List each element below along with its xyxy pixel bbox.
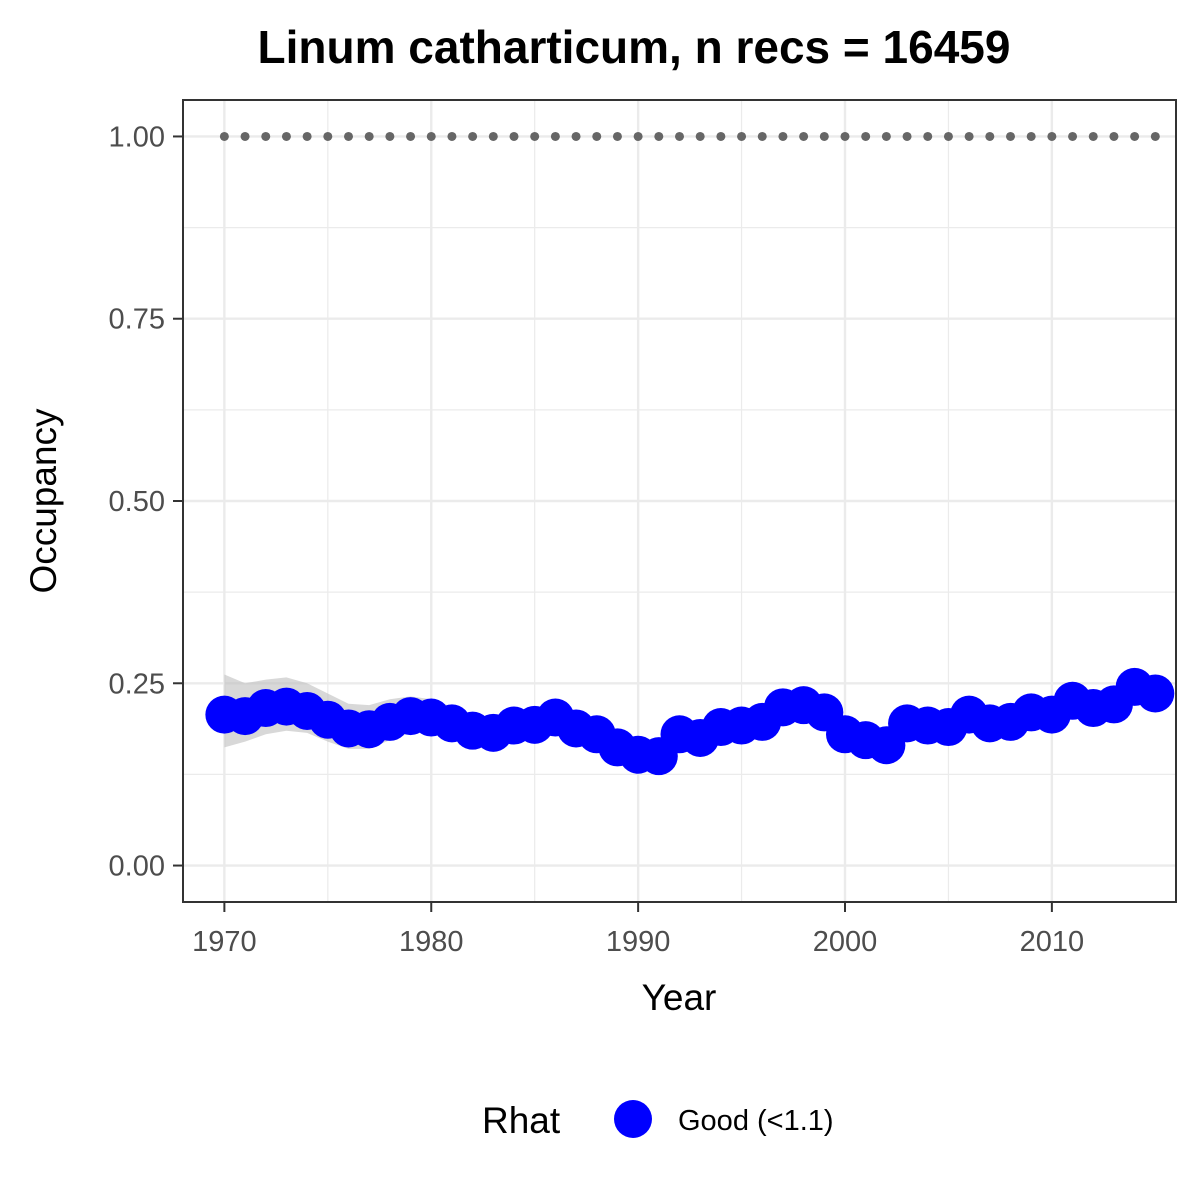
occupancy-points <box>205 667 1175 776</box>
upper-dot <box>943 131 953 141</box>
upper-dot <box>861 131 871 141</box>
y-tick-label: 1.00 <box>109 121 165 153</box>
upper-dot <box>468 131 478 141</box>
upper-dot <box>1047 131 1057 141</box>
upper-dot <box>385 131 395 141</box>
upper-dot <box>323 131 333 141</box>
y-tick-label: 0.00 <box>109 851 165 883</box>
y-tick-label: 0.25 <box>109 668 165 700</box>
upper-dot <box>633 131 643 141</box>
upper-dot <box>840 131 850 141</box>
x-axis-title: Year <box>642 977 717 1018</box>
upper-dot <box>675 131 684 141</box>
x-tick-label: 1970 <box>192 926 257 958</box>
upper-dot <box>819 131 829 141</box>
upper-dot <box>1006 131 1015 141</box>
legend: Rhat Good (<1.1) <box>482 1100 834 1141</box>
x-axis: 1970 1980 1990 2000 2010 <box>192 902 1084 958</box>
upper-dot <box>1150 131 1160 141</box>
upper-dot <box>488 131 498 141</box>
upper-dot <box>1088 131 1098 141</box>
legend-key-good <box>614 1100 652 1138</box>
upper-dot <box>530 131 540 141</box>
y-axis: 0.00 0.25 0.50 0.75 1.00 <box>109 121 183 883</box>
upper-dot <box>592 131 602 141</box>
upper-dot <box>923 131 933 141</box>
upper-dot <box>737 131 747 141</box>
upper-dot <box>985 131 995 141</box>
chart-title: Linum catharticum, n recs = 16459 <box>258 21 1011 73</box>
upper-dot <box>1068 131 1078 141</box>
legend-title: Rhat <box>482 1100 561 1141</box>
upper-dot <box>778 131 788 141</box>
x-tick-label: 2010 <box>1020 926 1085 958</box>
upper-dot <box>695 131 705 141</box>
upper-dot <box>219 131 229 141</box>
upper-dot <box>654 131 664 141</box>
upper-dot <box>757 131 767 141</box>
upper-dot <box>364 131 374 141</box>
upper-dot <box>902 131 912 141</box>
upper-dot <box>1130 131 1140 141</box>
upper-dot <box>509 131 519 141</box>
upper-dot <box>281 131 291 141</box>
upper-bound-dots <box>219 131 1160 141</box>
upper-dot <box>1109 131 1119 141</box>
occupancy-point <box>1136 674 1175 713</box>
upper-dot <box>240 131 250 141</box>
y-tick-label: 0.75 <box>109 304 165 336</box>
upper-dot <box>799 131 809 141</box>
y-tick-label: 0.50 <box>109 486 165 518</box>
x-tick-label: 1990 <box>606 926 671 958</box>
upper-dot <box>964 131 974 141</box>
upper-dot <box>716 131 726 141</box>
y-axis-title: Occupancy <box>23 408 64 594</box>
upper-dot <box>1026 131 1036 141</box>
upper-dot <box>406 131 416 141</box>
upper-dot <box>571 131 581 141</box>
x-tick-label: 1980 <box>399 926 464 958</box>
upper-dot <box>261 131 271 141</box>
upper-dot <box>550 131 560 141</box>
upper-dot <box>302 131 312 141</box>
upper-dot <box>447 131 457 141</box>
legend-label-good: Good (<1.1) <box>678 1105 834 1137</box>
upper-dot <box>426 131 436 141</box>
upper-dot <box>612 131 622 141</box>
x-tick-label: 2000 <box>813 926 878 958</box>
upper-dot <box>344 131 353 141</box>
upper-dot <box>881 131 891 141</box>
